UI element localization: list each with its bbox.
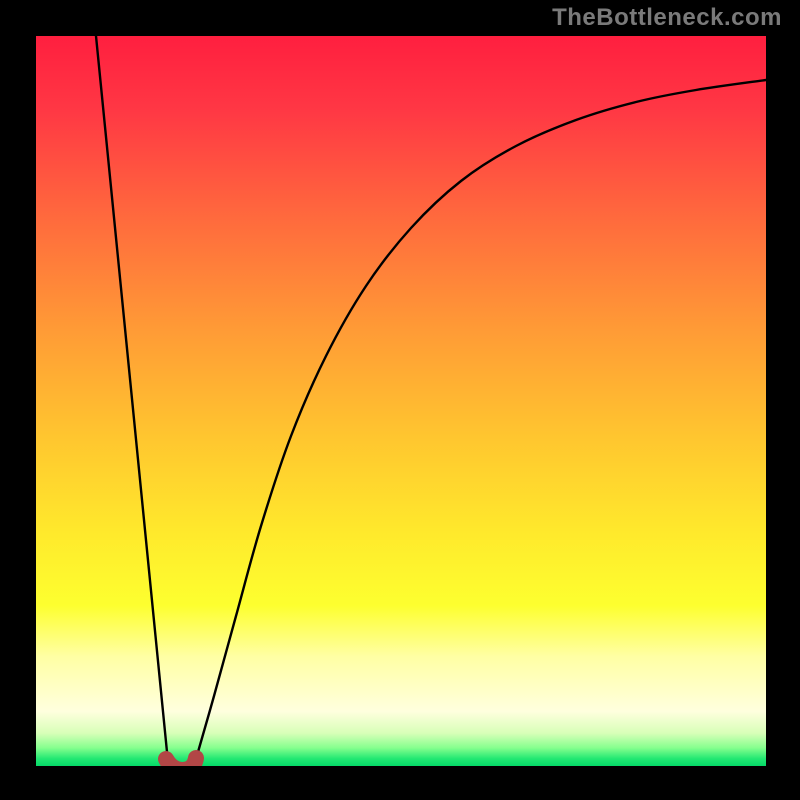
stage: TheBottleneck.com [0,0,800,800]
right-rise-curve [196,80,766,759]
watermark-text: TheBottleneck.com [552,4,782,32]
plot-area [36,36,766,766]
trough-marker [166,758,196,766]
left-descent-line [96,36,168,762]
bottleneck-curve [36,36,766,766]
